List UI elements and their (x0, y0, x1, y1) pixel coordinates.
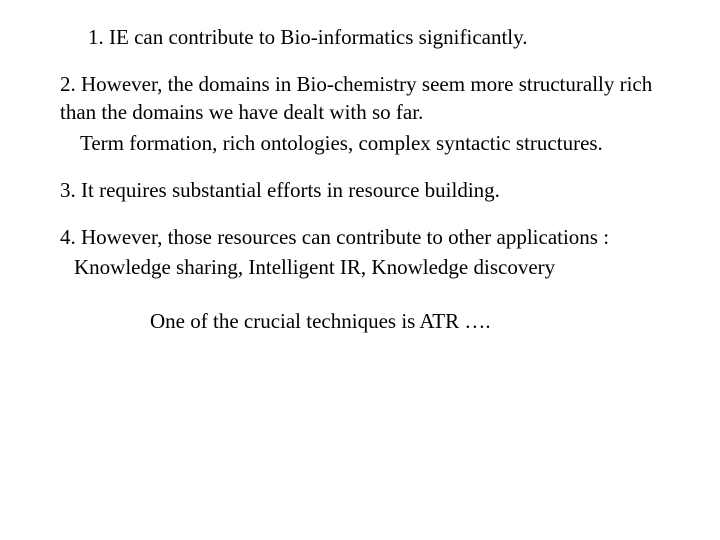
point-3-text: 3. It requires substantial efforts in re… (60, 178, 500, 202)
slide-content: 1. IE can contribute to Bio-informatics … (0, 0, 720, 354)
point-2-main-text: 2. However, the domains in Bio-chemistry… (60, 72, 652, 123)
point-4-sub: Knowledge sharing, Intelligent IR, Knowl… (60, 254, 660, 281)
point-2: 2. However, the domains in Bio-chemistry… (60, 71, 660, 157)
footer-line: One of the crucial techniques is ATR …. (60, 309, 660, 334)
point-4-sub-text: Knowledge sharing, Intelligent IR, Knowl… (74, 255, 555, 279)
point-1: 1. IE can contribute to Bio-informatics … (60, 24, 660, 51)
point-2-sub: Term formation, rich ontologies, complex… (60, 130, 660, 157)
point-2-sub-text: Term formation, rich ontologies, complex… (80, 131, 603, 155)
point-3: 3. It requires substantial efforts in re… (60, 177, 660, 204)
point-4-main-text: 4. However, those resources can contribu… (60, 225, 609, 249)
point-1-text: 1. IE can contribute to Bio-informatics … (88, 25, 528, 49)
point-4: 4. However, those resources can contribu… (60, 224, 660, 281)
footer-text: One of the crucial techniques is ATR …. (150, 309, 491, 333)
